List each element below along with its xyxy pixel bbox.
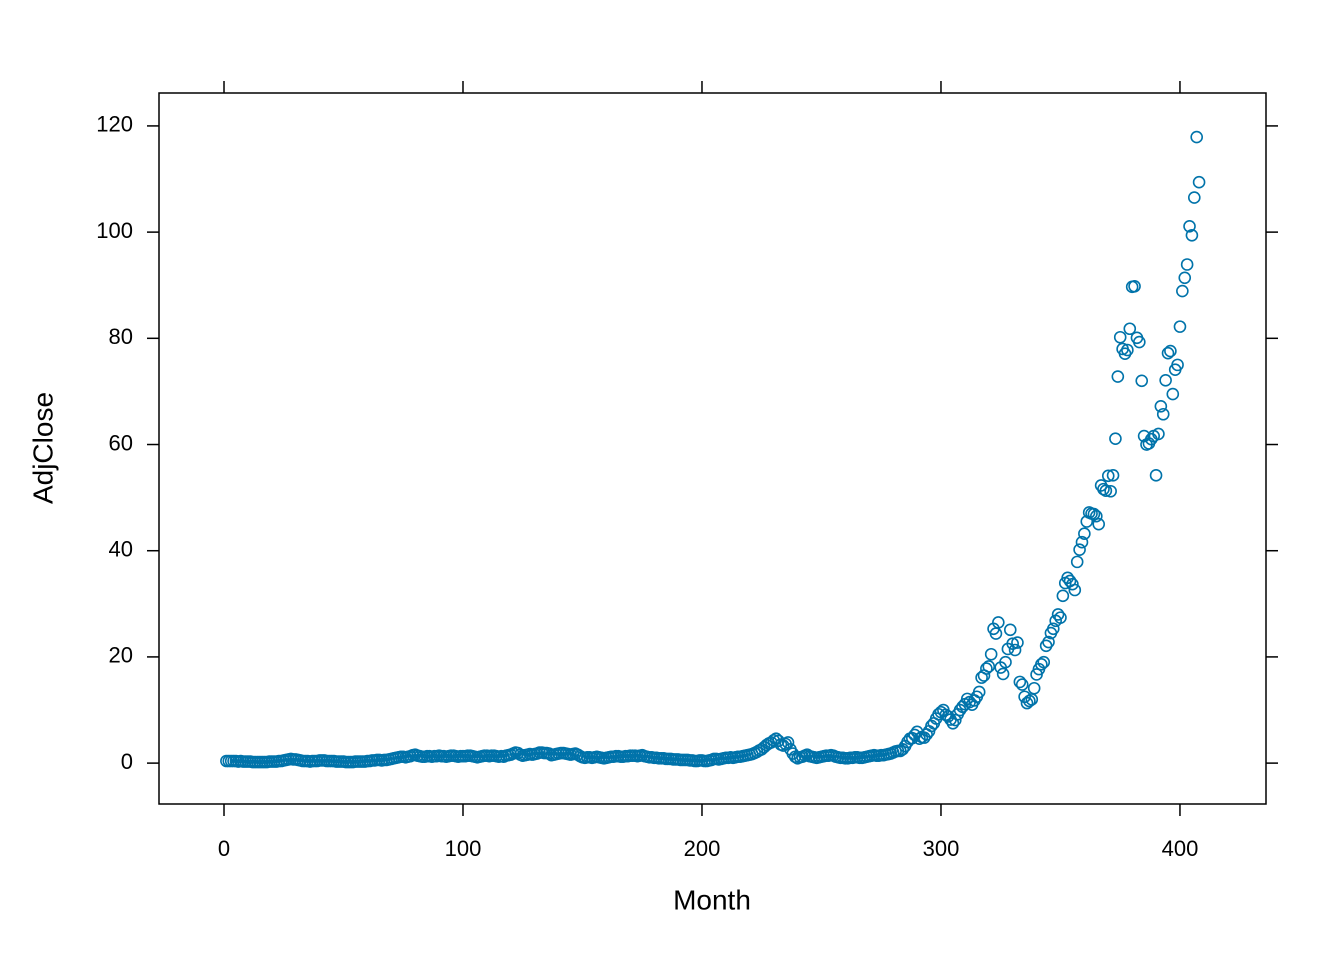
point — [1164, 344, 1177, 358]
point — [1149, 469, 1163, 482]
point — [1051, 608, 1065, 621]
point — [1192, 175, 1206, 189]
point — [1133, 335, 1146, 349]
point — [1087, 507, 1101, 521]
point — [767, 733, 780, 747]
y-axis-label: AdjClose — [27, 392, 58, 504]
x-tick-label: 400 — [1162, 836, 1199, 861]
point — [1027, 681, 1041, 695]
point — [1008, 643, 1022, 657]
point — [1185, 229, 1199, 242]
point — [1183, 219, 1196, 233]
point — [1113, 330, 1127, 344]
point — [972, 685, 986, 699]
point — [982, 660, 996, 673]
point — [1161, 346, 1175, 360]
point — [1078, 527, 1091, 541]
point — [1104, 484, 1117, 498]
point — [1090, 509, 1103, 523]
point — [1101, 469, 1115, 483]
point — [1166, 387, 1180, 401]
point — [1092, 517, 1106, 531]
point — [1056, 589, 1070, 603]
y-tick-label: 120 — [96, 112, 133, 137]
point — [996, 667, 1010, 681]
point — [980, 662, 993, 675]
point — [1111, 370, 1125, 383]
point — [913, 732, 926, 745]
x-tick-label: 100 — [445, 836, 482, 861]
point — [999, 655, 1012, 669]
point — [1073, 543, 1086, 556]
point — [1066, 577, 1079, 591]
point — [1121, 343, 1134, 357]
point — [1154, 399, 1168, 413]
point — [1099, 484, 1113, 498]
point — [781, 736, 795, 749]
point — [1180, 258, 1194, 271]
y-tick-label: 80 — [109, 324, 133, 349]
point — [1054, 611, 1067, 624]
point — [984, 647, 998, 661]
point — [1003, 623, 1017, 637]
point — [1023, 694, 1036, 708]
point — [1109, 432, 1122, 445]
point — [788, 750, 802, 764]
point — [1013, 675, 1027, 689]
point — [1037, 655, 1051, 669]
point — [1046, 622, 1060, 636]
point — [1011, 636, 1024, 649]
point — [1006, 637, 1019, 650]
y-tick-label: 40 — [109, 537, 133, 562]
point — [1035, 658, 1048, 671]
x-tick-label: 0 — [218, 836, 230, 861]
point — [1188, 191, 1201, 204]
point — [1123, 322, 1137, 336]
point — [1015, 678, 1029, 691]
y-tick-label: 0 — [121, 749, 133, 774]
point — [949, 713, 962, 727]
point — [1075, 535, 1089, 549]
point — [1152, 427, 1165, 441]
plot-frame — [158, 92, 1267, 805]
y-tick-label: 20 — [109, 643, 133, 668]
point — [992, 616, 1005, 629]
point — [1097, 482, 1110, 496]
point — [1190, 130, 1203, 144]
point — [1159, 373, 1172, 387]
point — [1176, 284, 1189, 298]
point — [542, 747, 556, 760]
point — [1070, 555, 1084, 569]
x-axis-label: Month — [673, 884, 751, 915]
y-tick-label: 100 — [96, 218, 133, 243]
point — [1106, 469, 1120, 482]
x-tick-label: 200 — [684, 836, 721, 861]
point — [1173, 320, 1187, 333]
point — [1128, 279, 1141, 293]
point — [1042, 635, 1055, 649]
point — [1178, 271, 1192, 285]
point — [1171, 358, 1184, 372]
point — [1068, 583, 1082, 597]
x-tick-label: 300 — [923, 836, 960, 861]
point — [1135, 374, 1149, 388]
y-tick-label: 60 — [109, 430, 133, 455]
point — [1156, 407, 1170, 421]
